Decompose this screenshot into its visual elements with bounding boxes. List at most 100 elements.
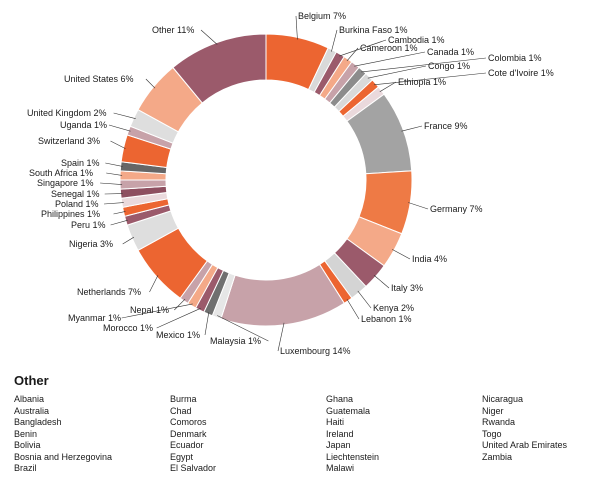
slice-label-germany: Germany 7% <box>430 204 483 214</box>
other-country: Liechtenstein <box>326 451 380 462</box>
leader-line-germany <box>408 202 429 210</box>
slice-label-uganda: Uganda 1% <box>60 120 107 130</box>
other-country: Denmark <box>170 428 207 439</box>
other-column: Burma Chad Comoros Denmark Ecuador Egypt El Sa… <box>170 394 216 475</box>
other-country: Haiti <box>326 417 345 427</box>
other-country: Malawi <box>326 463 355 473</box>
slice-label-cote-d-ivoire: Cote d'Ivoire 1% <box>488 68 554 78</box>
slice-label-other: Other 11% <box>152 25 194 35</box>
leader-line-cote-d-ivoire <box>373 72 487 86</box>
slice-label-belgium: Belgium 7% <box>298 11 346 21</box>
other-column: Ghana Guatemala Haiti Ireland Japan Liechtens… <box>326 394 379 475</box>
leader-line-united-states <box>145 78 156 89</box>
leader-line-congo <box>367 65 427 79</box>
leader-line-malaysia <box>217 315 269 342</box>
slice-label-switzerland: Switzerland 3% <box>38 136 100 146</box>
leader-line-other <box>200 29 218 45</box>
donut-slices <box>119 33 413 327</box>
other-title: Other <box>14 373 49 388</box>
leader-line-colombia <box>361 57 487 73</box>
leader-line-peru <box>110 219 128 226</box>
other-country: Japan <box>326 440 351 450</box>
leader-line-netherlands <box>149 275 159 293</box>
slice-label-morocco: Morocco 1% <box>103 323 153 333</box>
slice-label-nigeria: Nigeria 3% <box>69 239 113 249</box>
leader-line-belgium <box>295 15 298 40</box>
slice-label-south-africa: South Africa 1% <box>29 168 93 178</box>
slice-label-myanmar: Myanmar 1% <box>68 313 121 323</box>
leader-line-united-kingdom <box>113 112 136 119</box>
other-country: Burma <box>170 394 197 404</box>
leader-line-south-africa <box>106 172 123 176</box>
slice-label-philippines: Philippines 1% <box>41 209 100 219</box>
slice-label-senegal: Senegal 1% <box>51 189 100 199</box>
other-country: Bosnia and Herzegovina <box>14 451 113 462</box>
leader-line-mexico <box>204 312 210 336</box>
slice-label-united-states: United States 6% <box>64 74 134 84</box>
leader-line-burkina-faso <box>331 29 338 52</box>
leader-line-switzerland <box>110 140 126 149</box>
slice-label-luxembourg: Luxembourg 14% <box>280 346 351 356</box>
leader-line-cameroon <box>346 47 359 62</box>
slice-label-cameroon: Cameroon 1% <box>360 43 418 53</box>
leader-line-singapore <box>100 182 123 185</box>
slice-label-netherlands: Netherlands 7% <box>77 287 141 297</box>
leader-line-nigeria <box>122 236 134 245</box>
leader-line-morocco <box>156 308 201 329</box>
other-country: Nicaragua <box>482 394 524 404</box>
slice-labels: Belgium 7% Burkina Faso 1%Cambodia 1%Came… <box>27 11 554 356</box>
other-country: Australia <box>14 405 50 416</box>
slice-label-italy: Italy 3% <box>391 283 423 293</box>
leader-line-india <box>392 249 411 260</box>
other-country: Chad <box>170 405 192 416</box>
leader-line-france <box>401 125 423 132</box>
leader-line-philippines <box>113 211 126 215</box>
other-country: El Salvador <box>170 463 217 473</box>
leader-line-italy <box>373 275 390 289</box>
slice-label-mexico: Mexico 1% <box>156 330 200 340</box>
slice-label-france: France 9% <box>424 121 468 131</box>
other-country: Zambia <box>482 451 513 462</box>
other-country: Albania <box>14 394 45 404</box>
slice-label-nepal: Nepal 1% <box>130 305 169 315</box>
slice-label-poland: Poland 1% <box>55 199 99 209</box>
leader-line-canada <box>354 51 426 67</box>
other-country: Niger <box>482 405 504 416</box>
slice-label-united-kingdom: United Kingdom 2% <box>27 108 107 118</box>
other-country: Ireland <box>326 428 354 439</box>
leader-line-myanmar <box>121 303 193 319</box>
slice-luxembourg <box>220 263 345 327</box>
leader-line-spain <box>105 162 123 167</box>
leader-lines <box>100 15 487 352</box>
other-country: Guatemala <box>326 405 371 416</box>
slice-label-ethiopia: Ethiopia 1% <box>398 77 446 87</box>
other-country: Bolivia <box>14 440 41 450</box>
leader-line-cambodia <box>339 39 387 57</box>
slice-other <box>172 33 267 104</box>
other-country: Egypt <box>170 451 194 462</box>
slice-label-peru: Peru 1% <box>71 220 106 230</box>
other-country: Benin <box>14 428 38 439</box>
other-country: Bangladesh <box>14 417 62 427</box>
slice-label-kenya: Kenya 2% <box>373 303 414 313</box>
other-country: Ghana <box>326 394 354 404</box>
leader-line-uganda <box>108 124 131 132</box>
leader-line-lebanon <box>346 298 360 320</box>
slice-label-lebanon: Lebanon 1% <box>361 314 412 324</box>
slice-label-india: India 4% <box>412 254 447 264</box>
slice-label-malaysia: Malaysia 1% <box>210 336 261 346</box>
leader-line-poland <box>103 202 124 205</box>
leader-line-ethiopia <box>379 81 397 92</box>
donut-chart: Belgium 7% Burkina Faso 1%Cambodia 1%Came… <box>27 11 554 356</box>
other-country: Togo <box>482 428 502 439</box>
other-country: Ecuador <box>170 440 204 450</box>
other-country: Rwanda <box>482 417 516 427</box>
slice-label-canada: Canada 1% <box>427 47 474 57</box>
other-country: United Arab Emirates <box>482 440 568 450</box>
other-country: Comoros <box>170 417 207 427</box>
slice-label-singapore: Singapore 1% <box>37 178 94 188</box>
slice-label-colombia: Colombia 1% <box>488 53 542 63</box>
leader-line-luxembourg <box>277 322 285 352</box>
slice-label-burkina-faso: Burkina Faso 1% <box>339 25 408 35</box>
other-column: Albania Australia Bangladesh Benin Bolivia Bo… <box>14 394 112 475</box>
